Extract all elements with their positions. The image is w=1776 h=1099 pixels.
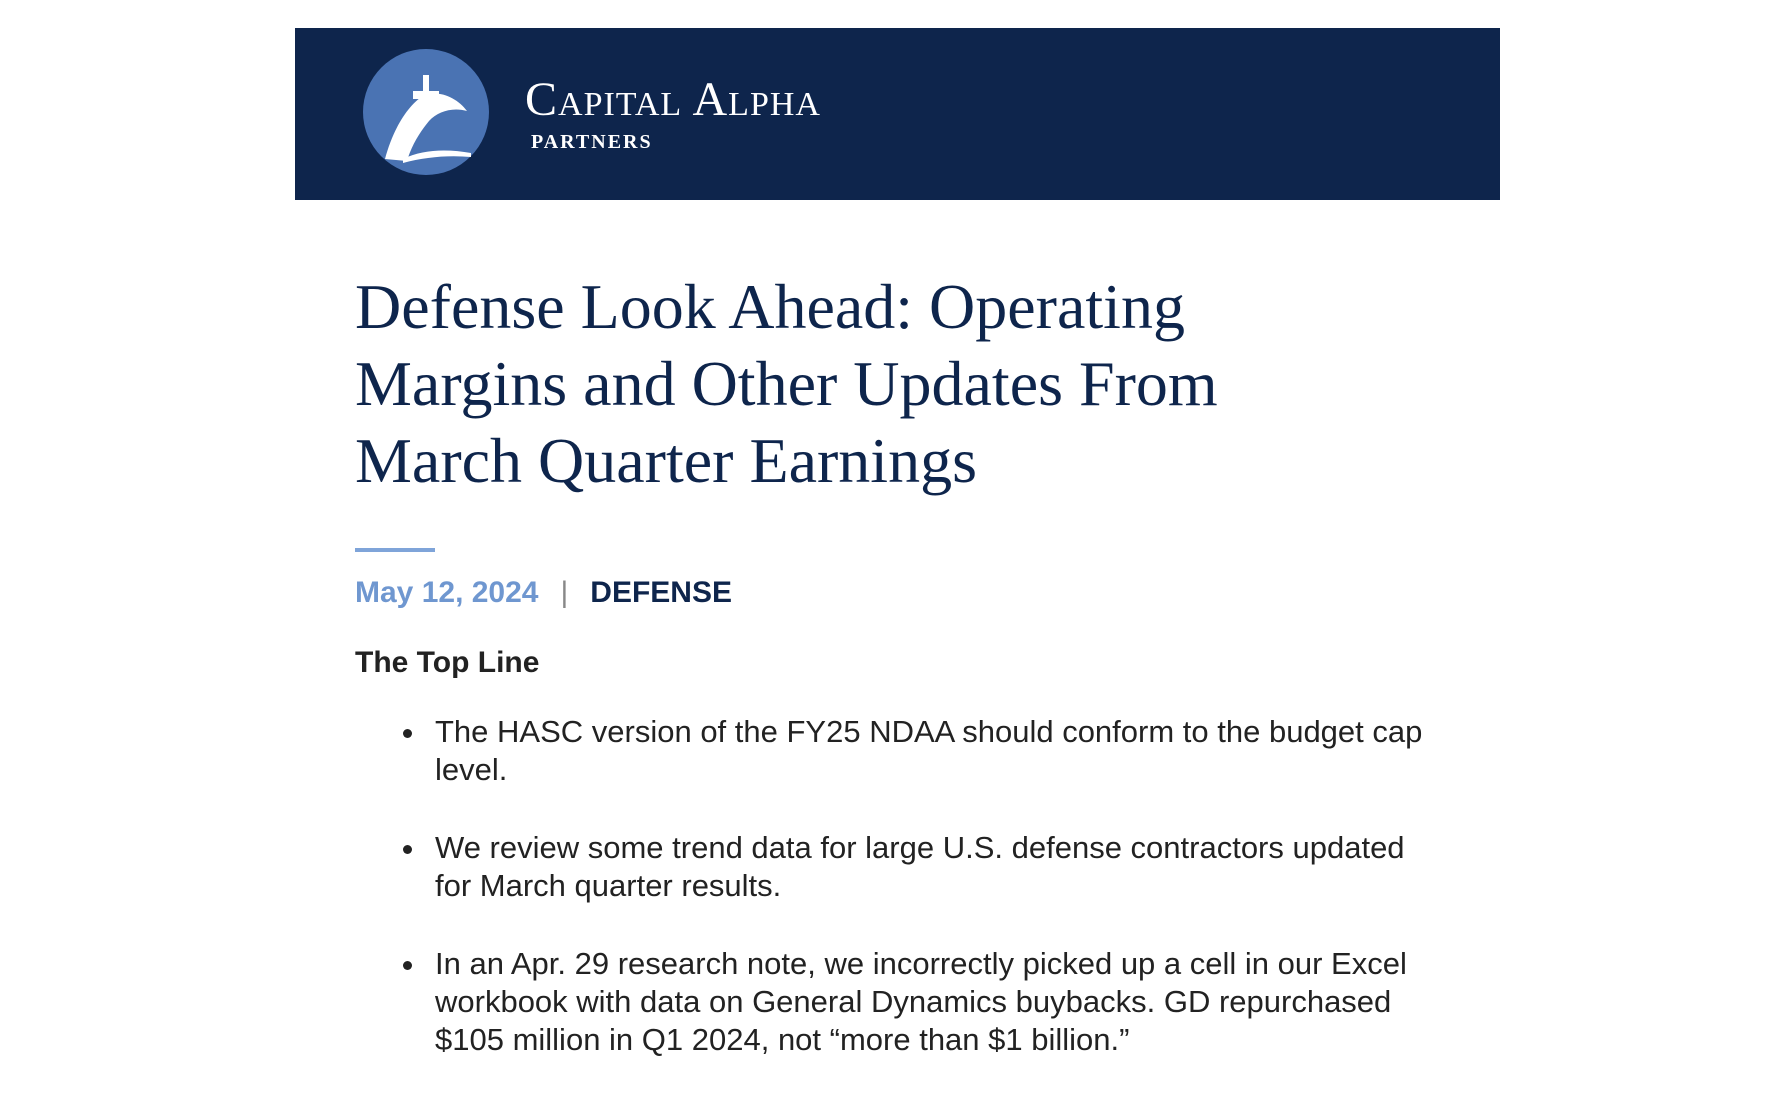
logo <box>363 49 489 175</box>
bullet-item: We review some trend data for large U.S.… <box>403 829 1445 905</box>
bullet-list: The HASC version of the FY25 NDAA should… <box>403 713 1445 1099</box>
date: May 12, 2024 <box>355 576 539 609</box>
category: DEFENSE <box>590 576 732 609</box>
accent-rule <box>355 548 435 552</box>
bullet-item: In an Apr. 29 research note, we incorrec… <box>403 945 1445 1059</box>
header-band: Capital Alpha Partners <box>295 28 1500 200</box>
brand-name: Capital Alpha <box>525 73 821 126</box>
article-title: Defense Look Ahead: Operating Margins an… <box>355 271 1218 496</box>
bullet-item: The HASC version of the FY25 NDAA should… <box>403 713 1445 789</box>
section-heading: The Top Line <box>355 646 540 679</box>
separator: | <box>560 576 569 609</box>
meta-line: May 12, 2024 | DEFENSE <box>355 575 732 611</box>
brand-subtitle: Partners <box>531 131 653 153</box>
